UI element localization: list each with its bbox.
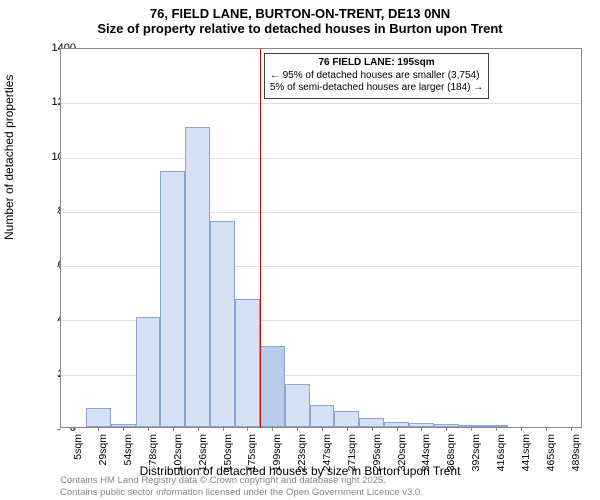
x-tick-mark (446, 427, 447, 431)
histogram-bar (235, 299, 260, 427)
x-tick-mark (421, 427, 422, 431)
x-tick-mark (546, 427, 547, 431)
title-address: 76, FIELD LANE, BURTON-ON-TRENT, DE13 0N… (0, 6, 600, 21)
x-tick-mark (372, 427, 373, 431)
x-tick-mark (272, 427, 273, 431)
histogram-bar (86, 408, 111, 427)
x-tick-mark (297, 427, 298, 431)
attribution-text: Contains HM Land Registry data © Crown c… (60, 475, 423, 498)
histogram-bar (359, 418, 384, 428)
annotation-box: 76 FIELD LANE: 195sqm← 95% of detached h… (264, 53, 489, 99)
attribution-line1: Contains HM Land Registry data © Crown c… (60, 475, 423, 486)
annotation-line2: 5% of semi-detached houses are larger (1… (270, 82, 483, 95)
histogram-bar (185, 127, 210, 427)
y-tick-mark (57, 266, 61, 267)
y-tick-mark (57, 49, 61, 50)
y-tick-mark (57, 375, 61, 376)
histogram-bar (285, 384, 310, 427)
attribution-line2: Contains public sector information licen… (60, 487, 423, 498)
chart-container: 76, FIELD LANE, BURTON-ON-TRENT, DE13 0N… (0, 0, 600, 500)
x-tick-mark (73, 427, 74, 431)
y-tick-mark (57, 103, 61, 104)
x-tick-mark (148, 427, 149, 431)
histogram-bar (160, 171, 185, 428)
x-tick-mark (496, 427, 497, 431)
histogram-bar (136, 317, 161, 427)
histogram-bar (210, 221, 235, 427)
histogram-bar (310, 405, 335, 427)
y-tick-mark (57, 320, 61, 321)
reference-line (260, 49, 261, 427)
gridline (61, 103, 581, 104)
x-tick-mark (347, 427, 348, 431)
y-tick-mark (57, 158, 61, 159)
title-subtitle: Size of property relative to detached ho… (0, 21, 600, 36)
title-block: 76, FIELD LANE, BURTON-ON-TRENT, DE13 0N… (0, 0, 600, 36)
y-axis-label: Number of detached properties (2, 75, 16, 240)
x-tick-mark (397, 427, 398, 431)
gridline (61, 158, 581, 159)
x-tick-mark (98, 427, 99, 431)
y-tick-mark (57, 429, 61, 430)
x-tick-mark (198, 427, 199, 431)
annotation-title: 76 FIELD LANE: 195sqm (270, 57, 483, 70)
plot-area: 76 FIELD LANE: 195sqm← 95% of detached h… (60, 48, 582, 428)
x-tick-mark (521, 427, 522, 431)
gridline (61, 212, 581, 213)
histogram-bar (334, 411, 359, 427)
x-tick-mark (123, 427, 124, 431)
x-tick-mark (471, 427, 472, 431)
x-tick-mark (173, 427, 174, 431)
histogram-bar (260, 346, 285, 427)
x-tick-mark (571, 427, 572, 431)
x-tick-mark (322, 427, 323, 431)
gridline (61, 266, 581, 267)
y-tick-mark (57, 212, 61, 213)
x-tick-mark (223, 427, 224, 431)
annotation-line1: ← 95% of detached houses are smaller (3,… (270, 70, 483, 83)
x-tick-mark (247, 427, 248, 431)
